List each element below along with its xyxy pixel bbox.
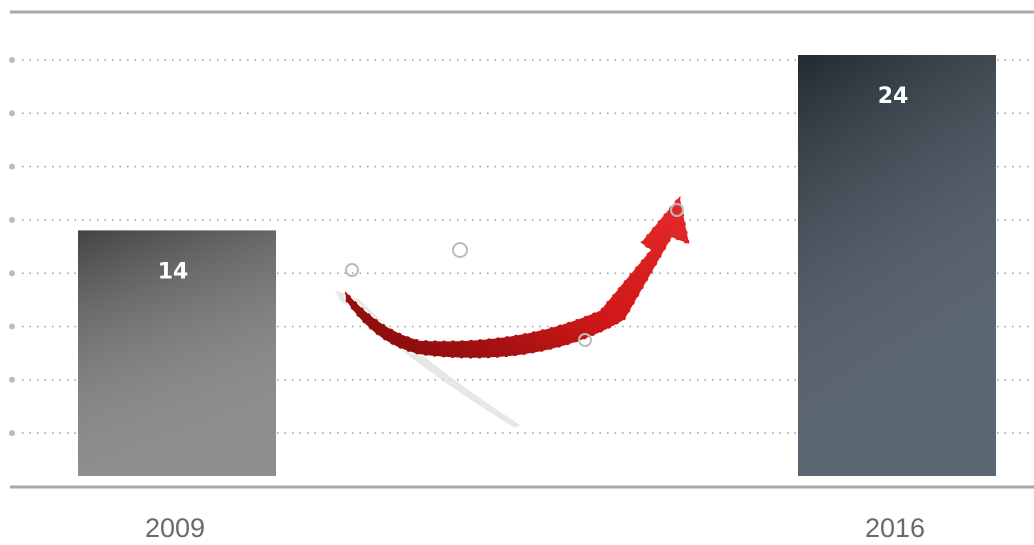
bar-shade bbox=[78, 230, 276, 476]
guide-dot bbox=[9, 323, 15, 330]
guide-dot bbox=[9, 270, 15, 277]
guide-dot bbox=[9, 376, 15, 383]
category-label: 2016 bbox=[865, 513, 925, 543]
guide-dot bbox=[9, 430, 15, 437]
guide-dot bbox=[9, 110, 15, 117]
growth-arrow bbox=[335, 193, 692, 428]
guide-dot bbox=[9, 57, 15, 63]
bar-shade bbox=[798, 55, 996, 476]
decorative-grid bbox=[9, 57, 1034, 437]
guide-dot bbox=[9, 163, 15, 170]
guide-dot bbox=[9, 216, 15, 223]
value-label: 14 bbox=[158, 259, 189, 284]
value-label: 24 bbox=[878, 84, 909, 109]
category-label: 2009 bbox=[145, 513, 205, 543]
